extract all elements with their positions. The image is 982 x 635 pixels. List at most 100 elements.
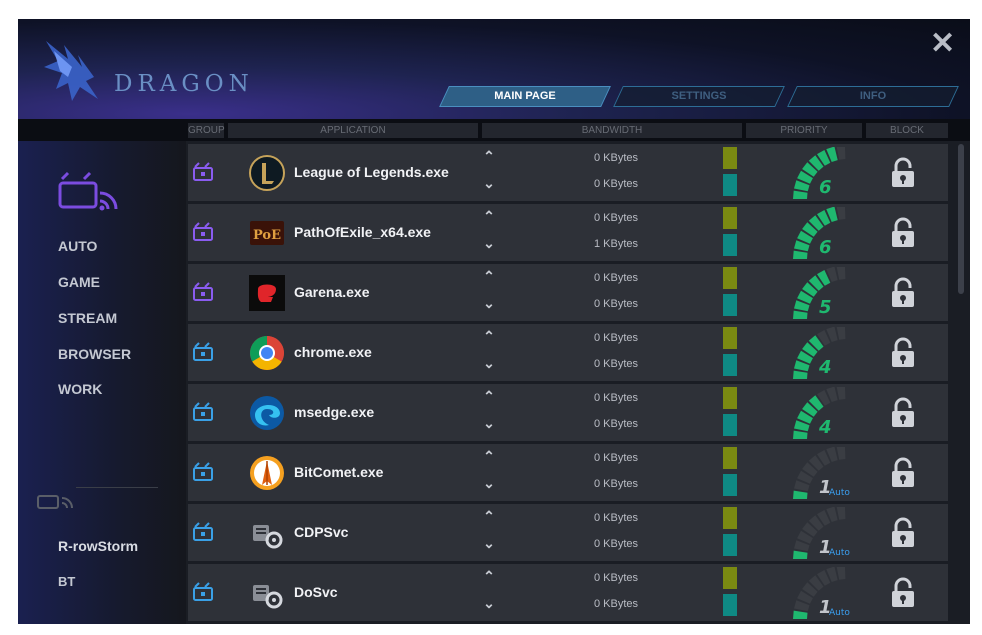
download-bandwidth: 0 KBytes <box>593 358 638 370</box>
table-row[interactable]: Garena.exe ⌃ ⌄ 0 KBytes 0 KBytes 5 <box>188 264 948 321</box>
block-lock-icon[interactable] <box>888 577 918 609</box>
download-arrows-icon[interactable]: ⌄ <box>483 175 495 191</box>
poe-icon: PoE <box>249 215 285 251</box>
block-lock-icon[interactable] <box>888 397 918 429</box>
download-arrows-icon[interactable]: ⌄ <box>483 295 495 311</box>
device-bt[interactable]: BT <box>58 574 76 589</box>
group-router-icon[interactable] <box>192 342 214 362</box>
group-router-icon[interactable] <box>192 162 214 182</box>
table-row[interactable]: PoE PathOfExile_x64.exe ⌃ ⌄ 0 KBytes 1 KBytes… <box>188 204 948 261</box>
download-meter <box>723 594 737 616</box>
priority-gauge[interactable]: 1 Auto <box>763 505 855 559</box>
scrollbar-track[interactable] <box>958 144 964 624</box>
table-row[interactable]: CDPSvc ⌃ ⌄ 0 KBytes 0 KBytes 1 Auto <box>188 504 948 561</box>
column-application: APPLICATION <box>228 123 478 138</box>
group-router-icon[interactable] <box>192 462 214 482</box>
block-lock-icon[interactable] <box>888 217 918 249</box>
table-row[interactable]: DoSvc ⌃ ⌄ 0 KBytes 0 KBytes 1 Auto <box>188 564 948 621</box>
group-router-icon[interactable] <box>192 402 214 422</box>
priority-gauge[interactable]: 6 <box>763 145 855 199</box>
upload-arrows-icon[interactable]: ⌃ <box>483 268 495 284</box>
group-router-icon[interactable] <box>192 282 214 302</box>
table-row[interactable]: League of Legends.exe ⌃ ⌄ 0 KBytes 0 KBytes 6 <box>188 144 948 201</box>
block-lock-icon[interactable] <box>888 157 918 189</box>
upload-meter <box>723 447 737 469</box>
router-wifi-icon <box>58 171 118 211</box>
tab-info[interactable]: INFO <box>787 86 959 107</box>
tab-label: MAIN PAGE <box>494 90 556 102</box>
upload-bandwidth: 0 KBytes <box>593 212 638 224</box>
table-row[interactable]: chrome.exe ⌃ ⌄ 0 KBytes 0 KBytes 4 <box>188 324 948 381</box>
download-arrows-icon[interactable]: ⌄ <box>483 235 495 251</box>
upload-bandwidth: 0 KBytes <box>593 152 638 164</box>
group-router-icon[interactable] <box>192 582 214 602</box>
application-list: League of Legends.exe ⌃ ⌄ 0 KBytes 0 KBytes 6… <box>188 144 948 624</box>
block-lock-icon[interactable] <box>888 337 918 369</box>
block-lock-icon[interactable] <box>888 457 918 489</box>
upload-arrows-icon[interactable]: ⌃ <box>483 388 495 404</box>
upload-arrows-icon[interactable]: ⌃ <box>483 328 495 344</box>
group-router-icon[interactable] <box>192 222 214 242</box>
device-r-rowstorm[interactable]: R-rowStorm <box>58 538 139 554</box>
table-row[interactable]: msedge.exe ⌃ ⌄ 0 KBytes 0 KBytes 4 <box>188 384 948 441</box>
block-lock-icon[interactable] <box>888 277 918 309</box>
download-bandwidth: 0 KBytes <box>593 178 638 190</box>
download-arrows-icon[interactable]: ⌄ <box>483 535 495 551</box>
priority-value: 4 <box>818 417 832 438</box>
priority-gauge[interactable]: 6 <box>763 205 855 259</box>
tab-main-page[interactable]: MAIN PAGE <box>439 86 611 107</box>
upload-arrows-icon[interactable]: ⌃ <box>483 448 495 464</box>
sidebar-item-stream[interactable]: STREAM <box>58 310 118 326</box>
sidebar-divider <box>76 487 158 488</box>
column-block: BLOCK <box>866 123 948 138</box>
column-bandwidth: BANDWIDTH <box>482 123 742 138</box>
app-name: Garena.exe <box>294 284 370 300</box>
upload-arrows-icon[interactable]: ⌃ <box>483 208 495 224</box>
download-bandwidth: 0 KBytes <box>593 418 638 430</box>
download-meter <box>723 534 737 556</box>
block-lock-icon[interactable] <box>888 517 918 549</box>
sidebar-item-auto[interactable]: AUTO <box>58 238 98 254</box>
dragon-logo-icon <box>44 41 98 101</box>
scrollbar-thumb[interactable] <box>958 144 964 294</box>
upload-meter <box>723 507 737 529</box>
priority-value: 6 <box>819 237 832 258</box>
tab-settings[interactable]: SETTINGS <box>613 86 785 107</box>
service-gear-icon <box>249 575 285 611</box>
download-bandwidth: 0 KBytes <box>593 478 638 490</box>
download-meter <box>723 414 737 436</box>
priority-value: 1 <box>819 537 832 558</box>
upload-arrows-icon[interactable]: ⌃ <box>483 508 495 524</box>
download-arrows-icon[interactable]: ⌄ <box>483 415 495 431</box>
priority-gauge[interactable]: 1 Auto <box>763 445 855 499</box>
sidebar-item-game[interactable]: GAME <box>58 274 100 290</box>
download-meter <box>723 354 737 376</box>
download-meter <box>723 234 737 256</box>
edge-icon <box>249 395 285 431</box>
priority-value: 4 <box>818 357 832 378</box>
table-row[interactable]: BitComet.exe ⌃ ⌄ 0 KBytes 0 KBytes 1 Auto <box>188 444 948 501</box>
upload-arrows-icon[interactable]: ⌃ <box>483 148 495 164</box>
brand-title: DRAGON <box>114 71 254 97</box>
upload-meter <box>723 207 737 229</box>
download-arrows-icon[interactable]: ⌄ <box>483 595 495 611</box>
download-arrows-icon[interactable]: ⌄ <box>483 355 495 371</box>
priority-value: 5 <box>819 297 832 318</box>
priority-auto-label: Auto <box>829 608 850 618</box>
upload-arrows-icon[interactable]: ⌃ <box>483 568 495 584</box>
group-router-icon[interactable] <box>192 522 214 542</box>
upload-meter <box>723 327 737 349</box>
sidebar-item-work[interactable]: WORK <box>58 381 103 397</box>
download-bandwidth: 1 KBytes <box>593 238 638 250</box>
priority-gauge[interactable]: 4 <box>763 385 855 439</box>
priority-gauge[interactable]: 5 <box>763 265 855 319</box>
download-arrows-icon[interactable]: ⌄ <box>483 475 495 491</box>
close-icon[interactable]: ✕ <box>930 27 956 60</box>
app-name: chrome.exe <box>294 344 372 360</box>
priority-gauge[interactable]: 1 Auto <box>763 565 855 619</box>
sidebar-item-browser[interactable]: BROWSER <box>58 346 132 362</box>
chrome-icon <box>249 335 285 371</box>
column-group: GROUP <box>188 123 225 138</box>
priority-gauge[interactable]: 4 <box>763 325 855 379</box>
download-meter <box>723 474 737 496</box>
